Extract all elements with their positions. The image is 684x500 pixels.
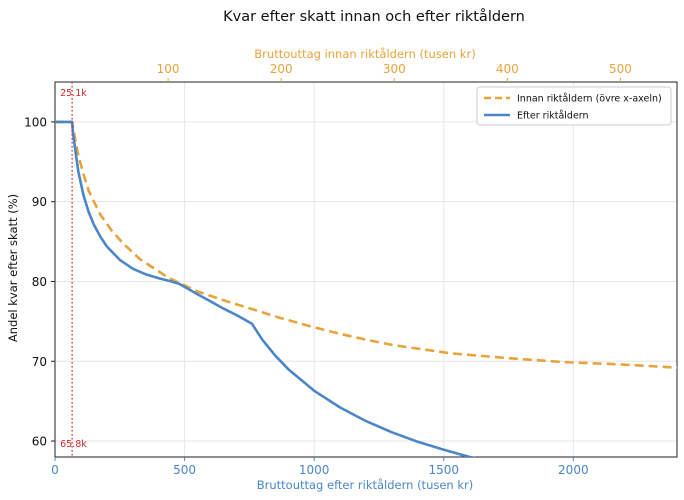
x-tick-label: 500 — [173, 463, 196, 477]
series-line-after — [55, 120, 476, 457]
y-tick-label: 90 — [32, 195, 47, 209]
legend-label: Innan riktåldern (övre x-axeln) — [517, 94, 662, 105]
legend-box — [476, 86, 672, 126]
chart-title: Kvar efter skatt innan och efter riktåld… — [223, 8, 525, 25]
legend-label: Efter riktåldern — [517, 111, 589, 122]
threshold-label: 25.1k — [60, 88, 87, 99]
series-line-before — [55, 120, 677, 369]
x-top-tick-label: 400 — [496, 62, 519, 76]
y-tick-label: 80 — [32, 275, 47, 289]
plot-frame — [54, 81, 678, 458]
y-axis-label: Andel kvar efter skatt (%) — [6, 194, 20, 342]
y-tick-label: 60 — [32, 435, 47, 449]
x-tick-label: 1500 — [428, 463, 459, 477]
x-tick-label: 1000 — [299, 463, 330, 477]
x-tick-label: 2000 — [558, 463, 589, 477]
threshold-label: 65.8k — [60, 439, 87, 450]
x-tick-label: 0 — [51, 463, 59, 477]
bottom-axis-label: Bruttouttag efter riktåldern (tusen kr) — [257, 478, 474, 492]
top-axis-label: Bruttouttag innan riktåldern (tusen kr) — [254, 47, 475, 61]
x-top-tick-label: 300 — [383, 62, 406, 76]
x-top-tick-label: 500 — [609, 62, 632, 76]
y-tick-label: 70 — [32, 355, 47, 369]
x-top-tick-label: 100 — [157, 62, 180, 76]
y-tick-label: 100 — [24, 115, 47, 129]
x-top-tick-label: 200 — [270, 62, 293, 76]
